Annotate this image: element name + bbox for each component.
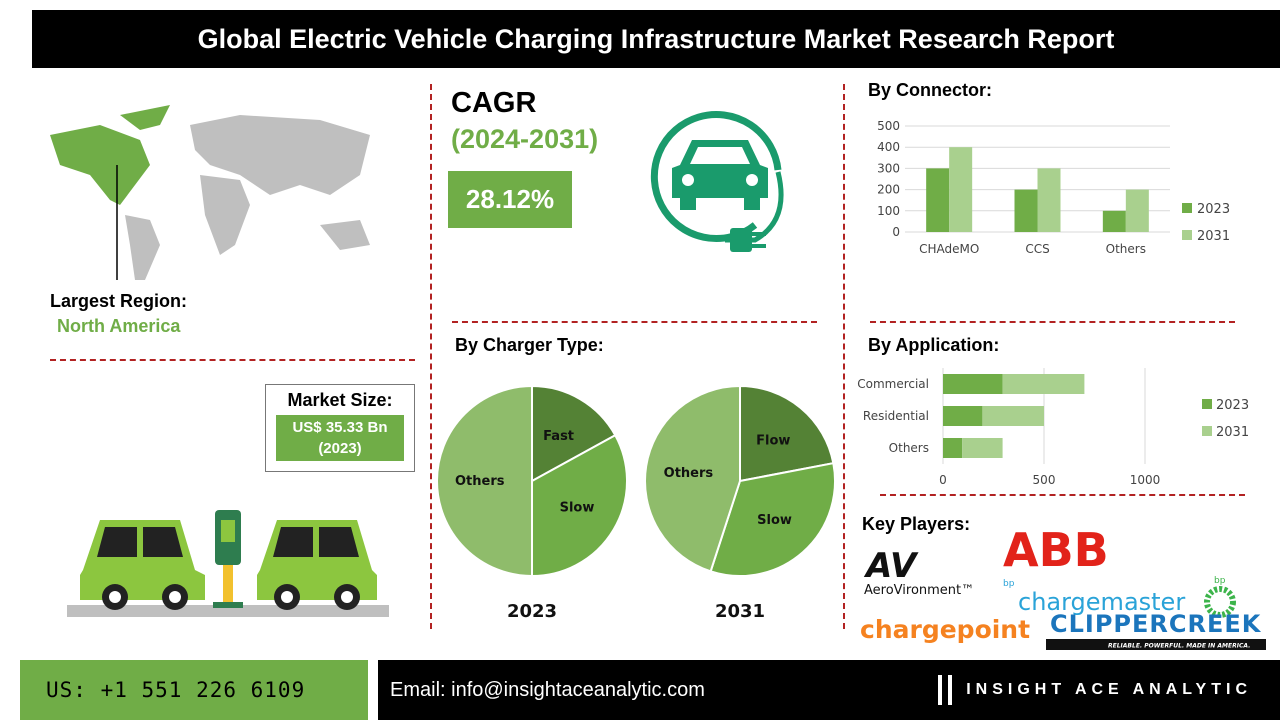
x-tick-label: 0 [939,473,947,487]
bar-2023 [1014,189,1038,232]
legend-label: 2031 [1216,425,1249,440]
pie-label: Others [664,466,714,481]
application-title: By Application: [868,335,1000,355]
key-players-logos: AV AeroVironment™ ABB bp chargemaster bp… [860,523,1266,650]
bar-2031 [949,147,973,232]
bar-2031 [1125,189,1149,232]
bar-2031 [1002,374,1085,394]
market-size-label: Market Size: [287,390,393,410]
market-size-year: (2023) [318,440,362,457]
bar-2023 [943,374,1003,394]
bar-2023 [926,168,950,232]
brand-name: INSIGHT ACE ANALYTIC [966,681,1252,698]
world-map [50,105,370,280]
email-bar: Email: info@insightaceanalytic.com INSIG… [378,660,1280,720]
pie-label: Flow [756,434,790,449]
chargepoint-logo: chargepoint [860,615,1030,644]
divider [880,494,1245,496]
y-tick-label: 500 [877,119,900,133]
divider [870,321,1235,323]
x-tick-label: 500 [1033,473,1056,487]
largest-region-label: Largest Region: [50,291,188,311]
clippercreek-tagline: RELIABLE. POWERFUL. MADE IN AMERICA. [1108,643,1250,650]
brand-icon [938,674,953,705]
divider [452,321,817,323]
bp-helios-icon [1204,586,1236,618]
pie-slice-others [644,384,741,573]
pie-year: 2023 [507,601,557,622]
pie-label: Fast [543,429,574,444]
divider [50,359,415,361]
legend-label: 2023 [1216,398,1249,413]
pie-label: Slow [560,501,595,516]
cagr-value: 28.12% [448,171,572,228]
bar-2031 [962,438,1003,458]
charger-type-pies: Fast Slow Others 2023 Flow Slow Others 2031 [436,384,836,622]
market-size-box: Market Size: US$ 35.33 Bn (2023) [265,384,415,472]
x-tick-label: CCS [1025,242,1049,256]
application-chart: 0 500 1000 Commercial Residential Others 2023 2… [857,368,1249,487]
cagr-period: (2024-2031) [451,124,599,154]
y-tick-label: 300 [877,161,900,175]
divider [430,84,432,629]
x-tick-label: CHAdeMO [919,242,979,256]
pie-slice-others [436,384,533,578]
ev-charging-illustration [67,510,389,617]
y-tick-label: 0 [892,225,900,239]
bar-2031 [982,406,1044,426]
bar-2023 [943,438,963,458]
y-tick-label: 100 [877,204,900,218]
pie-label: Others [455,474,505,489]
largest-region-value: North America [57,316,181,336]
av-logo: AV [863,546,919,586]
y-tick-label: Commercial [857,377,929,391]
legend-label: 2023 [1197,202,1230,217]
bar-2031 [1037,168,1061,232]
y-tick-label: Residential [863,409,929,423]
bp-logo: bp [1214,576,1226,586]
aerovironment-logo: AeroVironment™ [864,583,974,598]
pie-label: Slow [757,513,792,528]
market-size-value: US$ 35.33 Bn [292,419,388,436]
legend-label: 2031 [1197,229,1230,244]
legend-swatch [1182,203,1192,213]
legend-swatch [1202,399,1212,409]
connector-title: By Connector: [868,80,993,100]
bar-2023 [1102,210,1126,232]
ev-charger-icon [650,111,784,252]
bp-small-logo: bp [1003,579,1015,589]
pie-slice-flow [739,384,835,483]
pie-slice-slow [531,433,628,578]
charger-type-title: By Charger Type: [455,335,604,355]
y-tick-label: 200 [877,183,900,197]
pie-year: 2031 [715,601,765,622]
email-contact[interactable]: Email: info@insightaceanalytic.com [390,679,705,701]
chargemaster-logo: chargemaster [1018,588,1185,616]
bar-2023 [943,406,983,426]
y-tick-label: Others [889,441,929,455]
x-tick-label: 1000 [1130,473,1161,487]
pie-slice-slow [709,462,836,577]
legend-swatch [1182,230,1192,240]
brand-logo: INSIGHT ACE ANALYTIC [938,660,1252,720]
key-players-title: Key Players: [862,514,971,534]
phone-contact[interactable]: US: +1 551 226 6109 [20,660,368,720]
connector-chart: 0 100 200 300 400 500 CHAdeMO CCS Others 2023 2031 [877,119,1230,256]
cagr-label: CAGR [451,87,537,119]
clippercreek-logo: CLIPPERCREEK [1050,610,1262,638]
legend-swatch [1202,426,1212,436]
abb-logo: ABB [1003,523,1109,577]
y-tick-label: 400 [877,140,900,154]
report-title: Global Electric Vehicle Charging Infrast… [32,10,1280,68]
x-tick-label: Others [1106,242,1146,256]
divider [843,84,845,629]
pie-slice-fast [531,384,617,483]
